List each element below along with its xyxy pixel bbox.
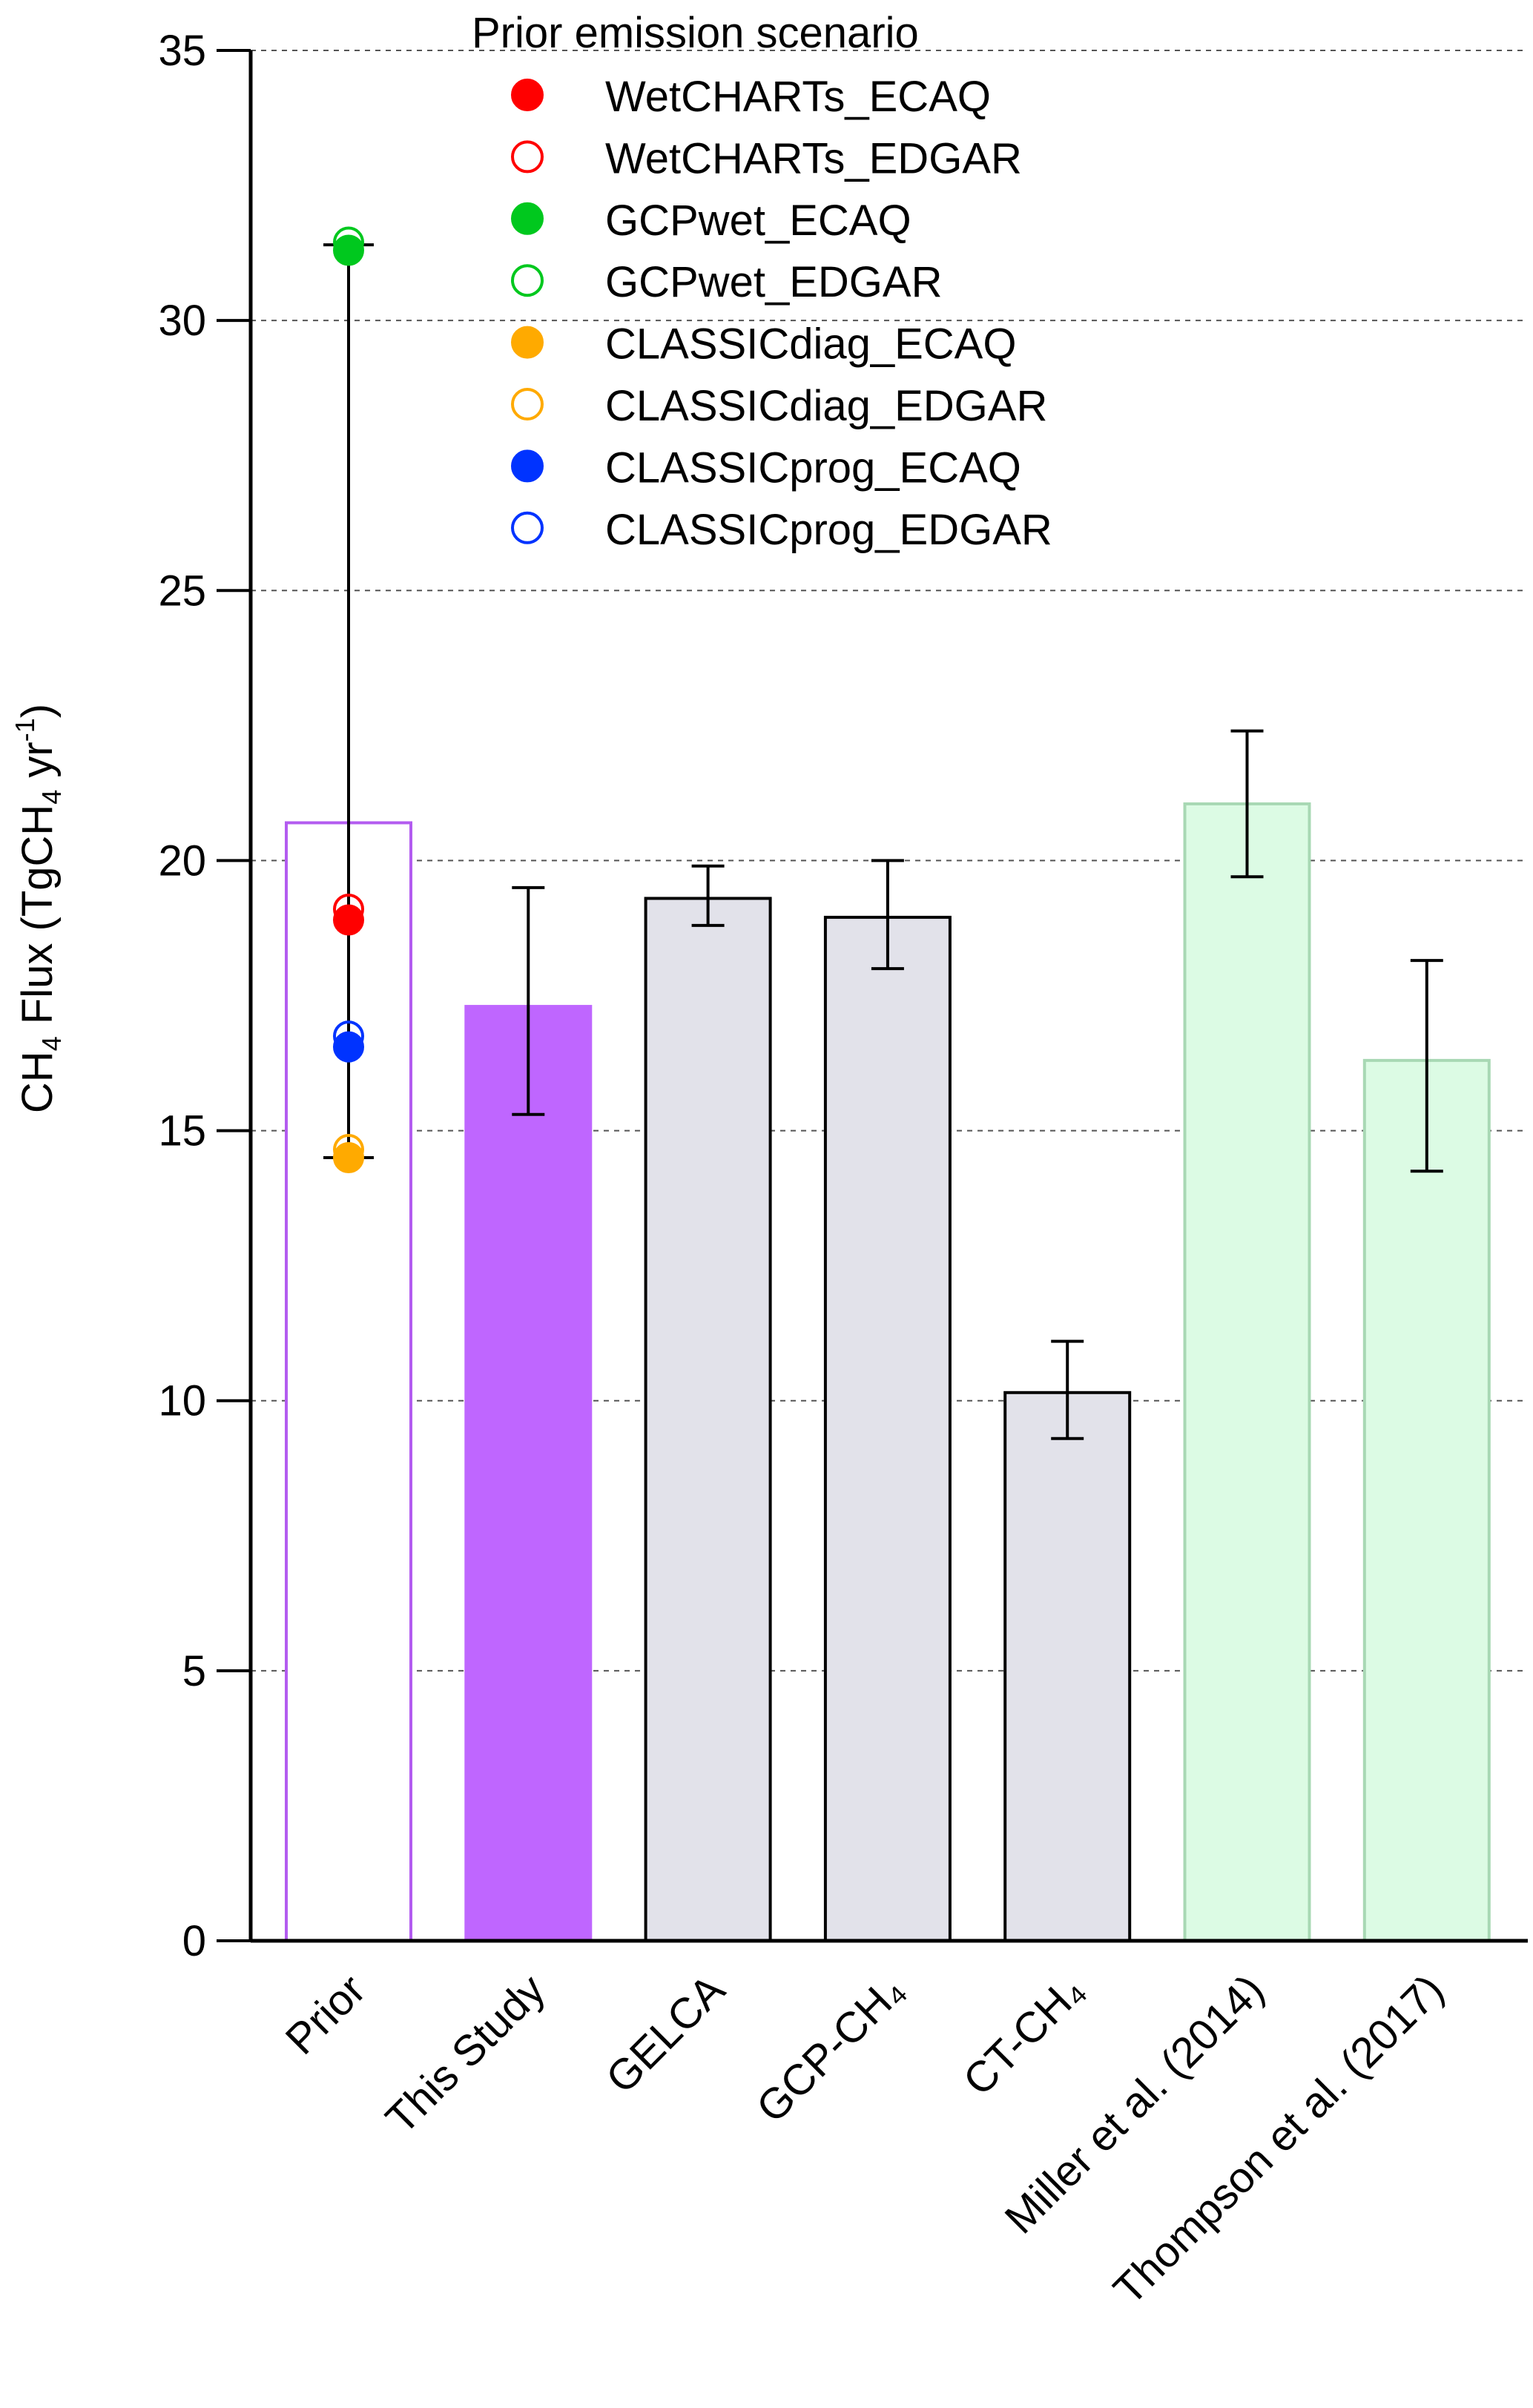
y-tick-label-35: 35 <box>158 27 206 75</box>
error-bars <box>512 729 1443 1440</box>
x-axis-labels: Prior This Study GELCA GCP-CH₄ CT-CH₄Miller … <box>277 1965 1453 2314</box>
prior-scenario-markers <box>323 226 374 1173</box>
legend-marker-7 <box>511 511 544 544</box>
x-tick-label-3: GCP-CH₄ <box>748 1965 914 2131</box>
x-tick-label-6: Thompson et al. (2017) <box>1104 1965 1453 2314</box>
prior-point-6 <box>333 1031 364 1063</box>
bar-5 <box>1183 802 1311 1942</box>
bar-3 <box>823 915 952 1942</box>
x-tick-label-0: Prior <box>277 1965 375 2064</box>
bar-1 <box>464 1005 593 1942</box>
bar-6 <box>1362 1058 1491 1942</box>
bars <box>285 802 1491 1943</box>
x-tick-label-1: This Study <box>377 1965 555 2143</box>
legend-marker-5 <box>511 388 544 420</box>
prior-point-0 <box>333 904 364 936</box>
legend-title: Prior emission scenario <box>472 9 919 57</box>
y-tick-label-30: 30 <box>158 297 206 345</box>
prior-point-4 <box>333 1141 364 1173</box>
legend-marker-6 <box>511 449 544 483</box>
y-tick-label-10: 10 <box>158 1377 206 1425</box>
legend-marker-1 <box>511 140 544 174</box>
legend: Prior emission scenario WetCHARTs_ECAQ We… <box>472 9 1052 554</box>
y-axis-label: CH4 Flux (TgCH4 yr-1) <box>10 704 67 1113</box>
legend-marker-3 <box>511 264 544 297</box>
legend-label-6: CLASSICprog_ECAQ <box>605 443 1021 492</box>
y-tick-label-15: 15 <box>158 1107 206 1155</box>
prior-point-2 <box>333 234 364 266</box>
y-tick-label-5: 5 <box>182 1647 206 1695</box>
x-tick-label-2: GELCA <box>597 1965 734 2102</box>
x-tick-label-4: CT-CH₄ <box>954 1965 1093 2105</box>
legend-label-1: WetCHARTs_EDGAR <box>605 134 1022 182</box>
legend-marker-0 <box>511 79 544 111</box>
legend-label-7: CLASSICprog_EDGAR <box>605 506 1052 554</box>
y-tick-label-20: 20 <box>158 837 206 885</box>
legend-label-3: GCPwet_EDGAR <box>605 258 942 306</box>
legend-label-0: WetCHARTs_ECAQ <box>605 73 991 121</box>
legend-marker-4 <box>511 326 544 359</box>
legend-marker-2 <box>511 202 544 235</box>
y-tick-label-0: 0 <box>182 1917 206 1965</box>
legend-label-5: CLASSICdiag_EDGAR <box>605 382 1047 430</box>
bar-2 <box>644 897 772 1942</box>
y-tick-label-25: 25 <box>158 567 206 615</box>
legend-label-2: GCPwet_ECAQ <box>605 197 911 245</box>
bar-4 <box>1003 1391 1132 1943</box>
legend-label-4: CLASSICdiag_ECAQ <box>605 320 1016 369</box>
y-axis: 0 5 10 15 20 25 30 35 <box>158 27 1528 1965</box>
